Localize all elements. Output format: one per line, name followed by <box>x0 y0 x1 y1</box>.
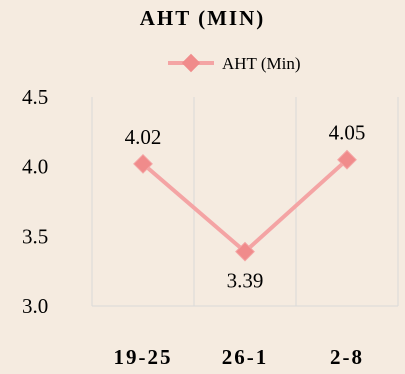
data-point-marker <box>337 149 357 170</box>
data-label: 4.02 <box>125 125 162 149</box>
x-tick-label: 26-1 <box>222 345 269 369</box>
data-point-marker <box>133 153 153 174</box>
y-tick-label: 3.0 <box>22 294 48 318</box>
chart-title: AHT (MIN) <box>139 6 266 30</box>
y-tick-label: 4.0 <box>22 155 48 179</box>
data-label: 4.05 <box>329 121 366 145</box>
series-aht <box>133 149 357 262</box>
data-labels: 4.02 3.39 4.05 <box>125 121 366 293</box>
legend-label: AHT (Min) <box>222 54 301 73</box>
legend: AHT (Min) <box>168 53 301 73</box>
grid-lines <box>91 97 399 306</box>
data-label: 3.39 <box>227 269 264 293</box>
x-tick-label: 2-8 <box>330 345 364 369</box>
y-tick-label: 3.5 <box>22 224 48 248</box>
legend-swatch-marker <box>181 53 201 73</box>
data-point-marker <box>235 241 255 262</box>
x-tick-label: 19-25 <box>114 345 173 369</box>
series-line <box>141 158 349 254</box>
y-tick-label: 4.5 <box>22 85 48 109</box>
axes: 4.5 4.0 3.5 3.0 19-25 26-1 2-8 <box>22 85 398 369</box>
